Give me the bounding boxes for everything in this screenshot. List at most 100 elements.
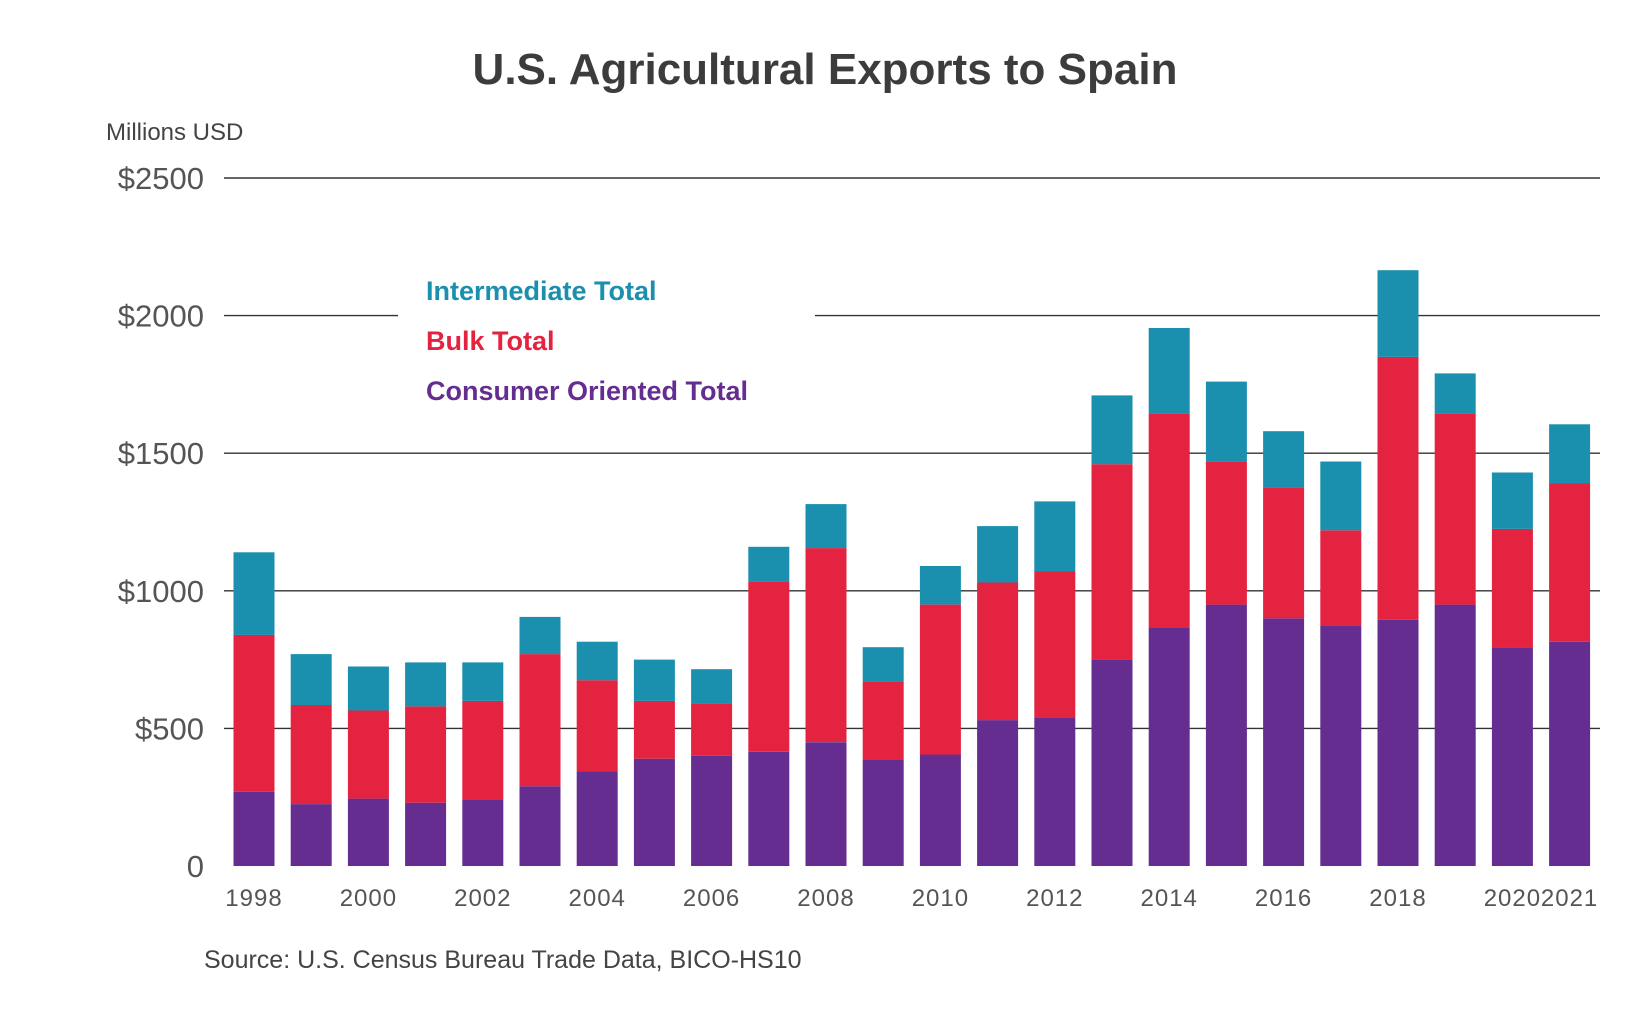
bar-consumer-oriented-total-2012 [1034,717,1076,866]
y-tick-label: 0 [187,849,204,884]
y-tick-label: $1000 [118,574,204,609]
bar-consumer-oriented-total-2004 [576,771,618,866]
bar-bulk-total-2021 [1549,483,1591,642]
bars [233,270,1591,866]
bar-consumer-oriented-total-2002 [462,800,504,866]
bar-bulk-total-2013 [1091,464,1133,660]
bar-consumer-oriented-total-2006 [691,755,733,866]
bar-bulk-total-2014 [1148,413,1190,628]
bar-bulk-total-2009 [862,681,904,760]
x-tick-label: 2016 [1255,885,1312,912]
bar-consumer-oriented-total-2016 [1263,618,1305,866]
bar-consumer-oriented-total-2018 [1377,619,1419,866]
y-tick-label: $2500 [118,161,204,196]
bar-consumer-oriented-total-2007 [748,751,790,866]
bar-bulk-total-2003 [519,654,561,787]
bar-consumer-oriented-total-2010 [919,754,961,866]
bar-intermediate-total-2001 [405,662,447,707]
bar-bulk-total-2015 [1205,461,1247,605]
bar-bulk-total-2012 [1034,571,1076,718]
bar-consumer-oriented-total-2005 [633,758,675,866]
bar-intermediate-total-1998 [233,552,275,635]
bar-bulk-total-2020 [1491,528,1533,648]
bar-consumer-oriented-total-2008 [805,742,847,866]
bar-intermediate-total-2015 [1205,381,1247,462]
x-axis-ticks: 1998 2000 2002 2004 2006 2008 2010 2012 2014 2016… [225,885,1598,912]
bar-consumer-oriented-total-2013 [1091,659,1133,866]
x-tick-label: 2014 [1141,885,1198,912]
bar-intermediate-total-2017 [1320,461,1362,531]
x-tick-label: 2018 [1369,885,1426,912]
bar-consumer-oriented-total-2014 [1148,628,1190,866]
legend: Intermediate Total Bulk Total Consumer Ori… [426,276,748,406]
bar-consumer-oriented-total-2001 [405,802,447,866]
legend-entry: Intermediate Total [426,276,657,306]
bar-intermediate-total-2005 [633,659,675,701]
bar-intermediate-total-2007 [748,546,790,582]
bar-intermediate-total-2018 [1377,270,1419,357]
bar-consumer-oriented-total-2020 [1491,647,1533,866]
bar-bulk-total-2010 [919,604,961,755]
bar-bulk-total-2011 [977,582,1019,721]
bar-intermediate-total-2016 [1263,431,1305,488]
bar-intermediate-total-2011 [977,526,1019,583]
bar-consumer-oriented-total-2011 [977,720,1019,866]
bar-intermediate-total-2010 [919,566,961,605]
bar-bulk-total-2006 [691,703,733,756]
bar-intermediate-total-2004 [576,641,618,681]
bar-intermediate-total-1999 [290,654,332,705]
bar-consumer-oriented-total-2017 [1320,625,1362,866]
bar-bulk-total-1999 [290,705,332,805]
x-tick-label: 2020 [1484,885,1541,912]
x-tick-label: 2008 [797,885,854,912]
legend-entry: Bulk Total [426,326,555,356]
bar-intermediate-total-2002 [462,662,504,701]
gridlines [224,177,1600,730]
bar-consumer-oriented-total-2009 [862,760,904,866]
bar-consumer-oriented-total-1999 [290,804,332,866]
bar-intermediate-total-2020 [1491,472,1533,529]
y-axis-ticks: 0 $500 $1000 $1500 $2000 $2500 [118,161,204,884]
x-tick-label: 2010 [912,885,969,912]
y-tick-label: $2000 [118,299,204,334]
x-tick-label: 2021 [1541,885,1598,912]
bar-consumer-oriented-total-2019 [1434,604,1476,866]
bar-bulk-total-2002 [462,700,504,800]
x-tick-label: 1998 [225,885,282,912]
bar-intermediate-total-2019 [1434,373,1476,414]
y-tick-label: $1500 [118,436,204,471]
bar-bulk-total-2007 [748,581,790,752]
y-axis-label: Millions USD [106,119,243,146]
bar-intermediate-total-2014 [1148,328,1190,414]
bar-bulk-total-2016 [1263,487,1305,619]
bar-bulk-total-2008 [805,548,847,743]
bar-bulk-total-1998 [233,634,275,792]
bar-bulk-total-2017 [1320,530,1362,626]
bar-intermediate-total-2021 [1549,424,1591,484]
bar-intermediate-total-2003 [519,616,561,655]
bar-bulk-total-2004 [576,680,618,771]
bar-consumer-oriented-total-2003 [519,786,561,866]
bar-intermediate-total-2009 [862,647,904,682]
y-tick-label: $500 [135,711,204,746]
source-note: Source: U.S. Census Bureau Trade Data, B… [204,946,802,974]
bar-bulk-total-2018 [1377,356,1419,620]
x-tick-label: 2002 [454,885,511,912]
legend-entry: Consumer Oriented Total [426,376,748,406]
bar-bulk-total-2005 [633,700,675,759]
bar-intermediate-total-2013 [1091,395,1133,465]
chart-title: U.S. Agricultural Exports to Spain [473,45,1178,94]
bar-consumer-oriented-total-2015 [1205,604,1247,866]
bar-bulk-total-2001 [405,706,447,803]
x-tick-label: 2000 [340,885,397,912]
bar-consumer-oriented-total-2021 [1549,641,1591,866]
bar-consumer-oriented-total-2000 [347,798,389,866]
bar-bulk-total-2000 [347,710,389,799]
bar-intermediate-total-2006 [691,669,733,704]
bar-consumer-oriented-total-1998 [233,791,275,866]
x-tick-label: 2012 [1026,885,1083,912]
x-tick-label: 2006 [683,885,740,912]
bar-bulk-total-2019 [1434,413,1476,605]
bar-intermediate-total-2000 [347,666,389,711]
